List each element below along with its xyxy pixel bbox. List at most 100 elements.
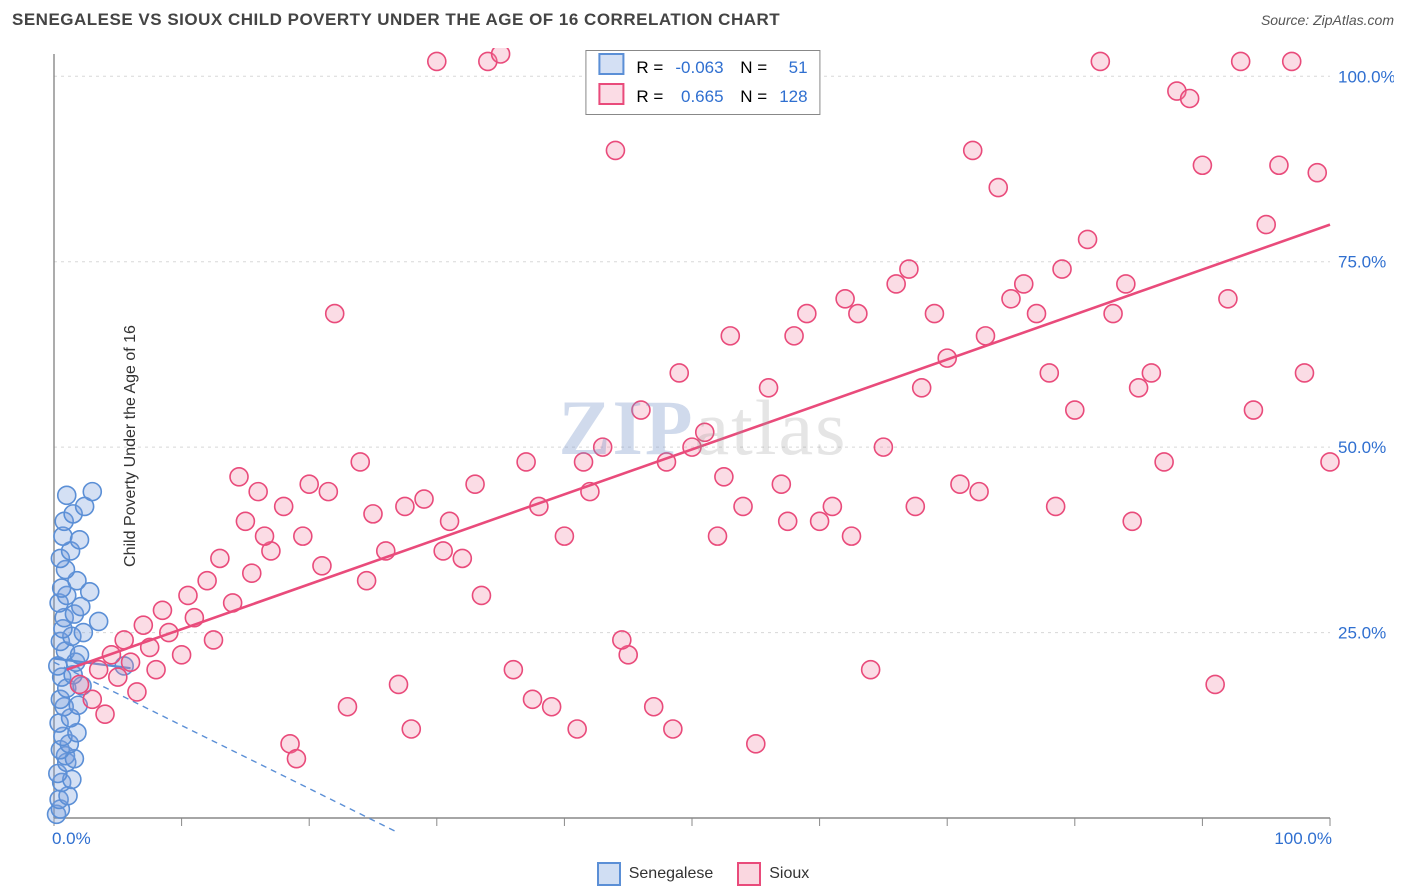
data-point (58, 486, 76, 504)
stats-n-value: 128 (773, 83, 813, 113)
data-point (1295, 364, 1313, 382)
data-point (1155, 453, 1173, 471)
stats-r-label: R = (630, 53, 669, 83)
data-point (415, 490, 433, 508)
data-point (338, 698, 356, 716)
data-point (1015, 275, 1033, 293)
data-point (1117, 275, 1135, 293)
legend-swatch (737, 862, 761, 886)
data-point (1193, 156, 1211, 174)
data-point (913, 379, 931, 397)
data-point (466, 475, 484, 493)
data-point (287, 750, 305, 768)
data-point (989, 179, 1007, 197)
y-tick-label: 50.0% (1338, 438, 1386, 457)
data-point (1066, 401, 1084, 419)
data-point (275, 497, 293, 515)
data-point (504, 661, 522, 679)
data-point (1047, 497, 1065, 515)
data-point (555, 527, 573, 545)
data-point (147, 661, 165, 679)
x-tick-label-min: 0.0% (52, 829, 91, 848)
data-point (575, 453, 593, 471)
data-point (198, 572, 216, 590)
data-point (836, 290, 854, 308)
trend-line (54, 662, 399, 833)
data-point (721, 327, 739, 345)
data-point (517, 453, 535, 471)
data-point (1321, 453, 1339, 471)
data-point (396, 497, 414, 515)
data-point (1244, 401, 1262, 419)
legend-label: Senegalese (629, 865, 714, 883)
data-point (83, 483, 101, 501)
data-point (128, 683, 146, 701)
data-point (390, 675, 408, 693)
data-point (434, 542, 452, 560)
stats-n-value: 51 (773, 53, 813, 83)
data-point (453, 549, 471, 567)
data-point (402, 720, 420, 738)
data-point (313, 557, 331, 575)
data-point (472, 586, 490, 604)
data-point (83, 690, 101, 708)
data-point (715, 468, 733, 486)
data-point (300, 475, 318, 493)
data-point (747, 735, 765, 753)
data-point (1002, 290, 1020, 308)
data-point (862, 661, 880, 679)
data-point (71, 531, 89, 549)
source-prefix: Source: (1261, 12, 1313, 28)
data-point (976, 327, 994, 345)
data-point (1040, 364, 1058, 382)
data-point (670, 364, 688, 382)
data-point (970, 483, 988, 501)
data-point (645, 698, 663, 716)
data-point (326, 305, 344, 323)
data-point (906, 497, 924, 515)
data-point (134, 616, 152, 634)
data-point (249, 483, 267, 501)
data-point (1257, 216, 1275, 234)
stats-r-value: -0.063 (669, 53, 729, 83)
data-point (594, 438, 612, 456)
plot-area: 25.0%50.0%75.0%100.0%0.0%100.0% (46, 48, 1394, 852)
data-point (71, 675, 89, 693)
data-point (1091, 52, 1109, 70)
data-point (205, 631, 223, 649)
data-point (568, 720, 586, 738)
bottom-legend: SenegaleseSioux (0, 862, 1406, 886)
data-point (779, 512, 797, 530)
data-point (81, 583, 99, 601)
data-point (887, 275, 905, 293)
data-point (96, 705, 114, 723)
data-point (1079, 230, 1097, 248)
data-point (319, 483, 337, 501)
data-point (1232, 52, 1250, 70)
data-point (925, 305, 943, 323)
y-tick-label: 75.0% (1338, 253, 1386, 272)
data-point (243, 564, 261, 582)
stats-n-label: N = (730, 53, 774, 83)
stats-legend-row: R =0.665 N =128 (592, 83, 813, 113)
chart-header: SENEGALESE VS SIOUX CHILD POVERTY UNDER … (0, 0, 1406, 40)
legend-item: Senegalese (597, 862, 714, 886)
stats-r-value: 0.665 (669, 83, 729, 113)
source-name: ZipAtlas.com (1313, 12, 1394, 28)
data-point (1308, 164, 1326, 182)
data-point (760, 379, 778, 397)
data-point (900, 260, 918, 278)
legend-swatch (598, 53, 624, 75)
stats-legend-table: R =-0.063 N =51R =0.665 N =128 (592, 53, 813, 112)
data-point (785, 327, 803, 345)
data-point (1181, 90, 1199, 108)
data-point (1123, 512, 1141, 530)
data-point (1270, 156, 1288, 174)
data-point (772, 475, 790, 493)
data-point (90, 612, 108, 630)
data-point (1028, 305, 1046, 323)
y-tick-label: 25.0% (1338, 624, 1386, 643)
data-point (1206, 675, 1224, 693)
data-point (709, 527, 727, 545)
data-point (823, 497, 841, 515)
